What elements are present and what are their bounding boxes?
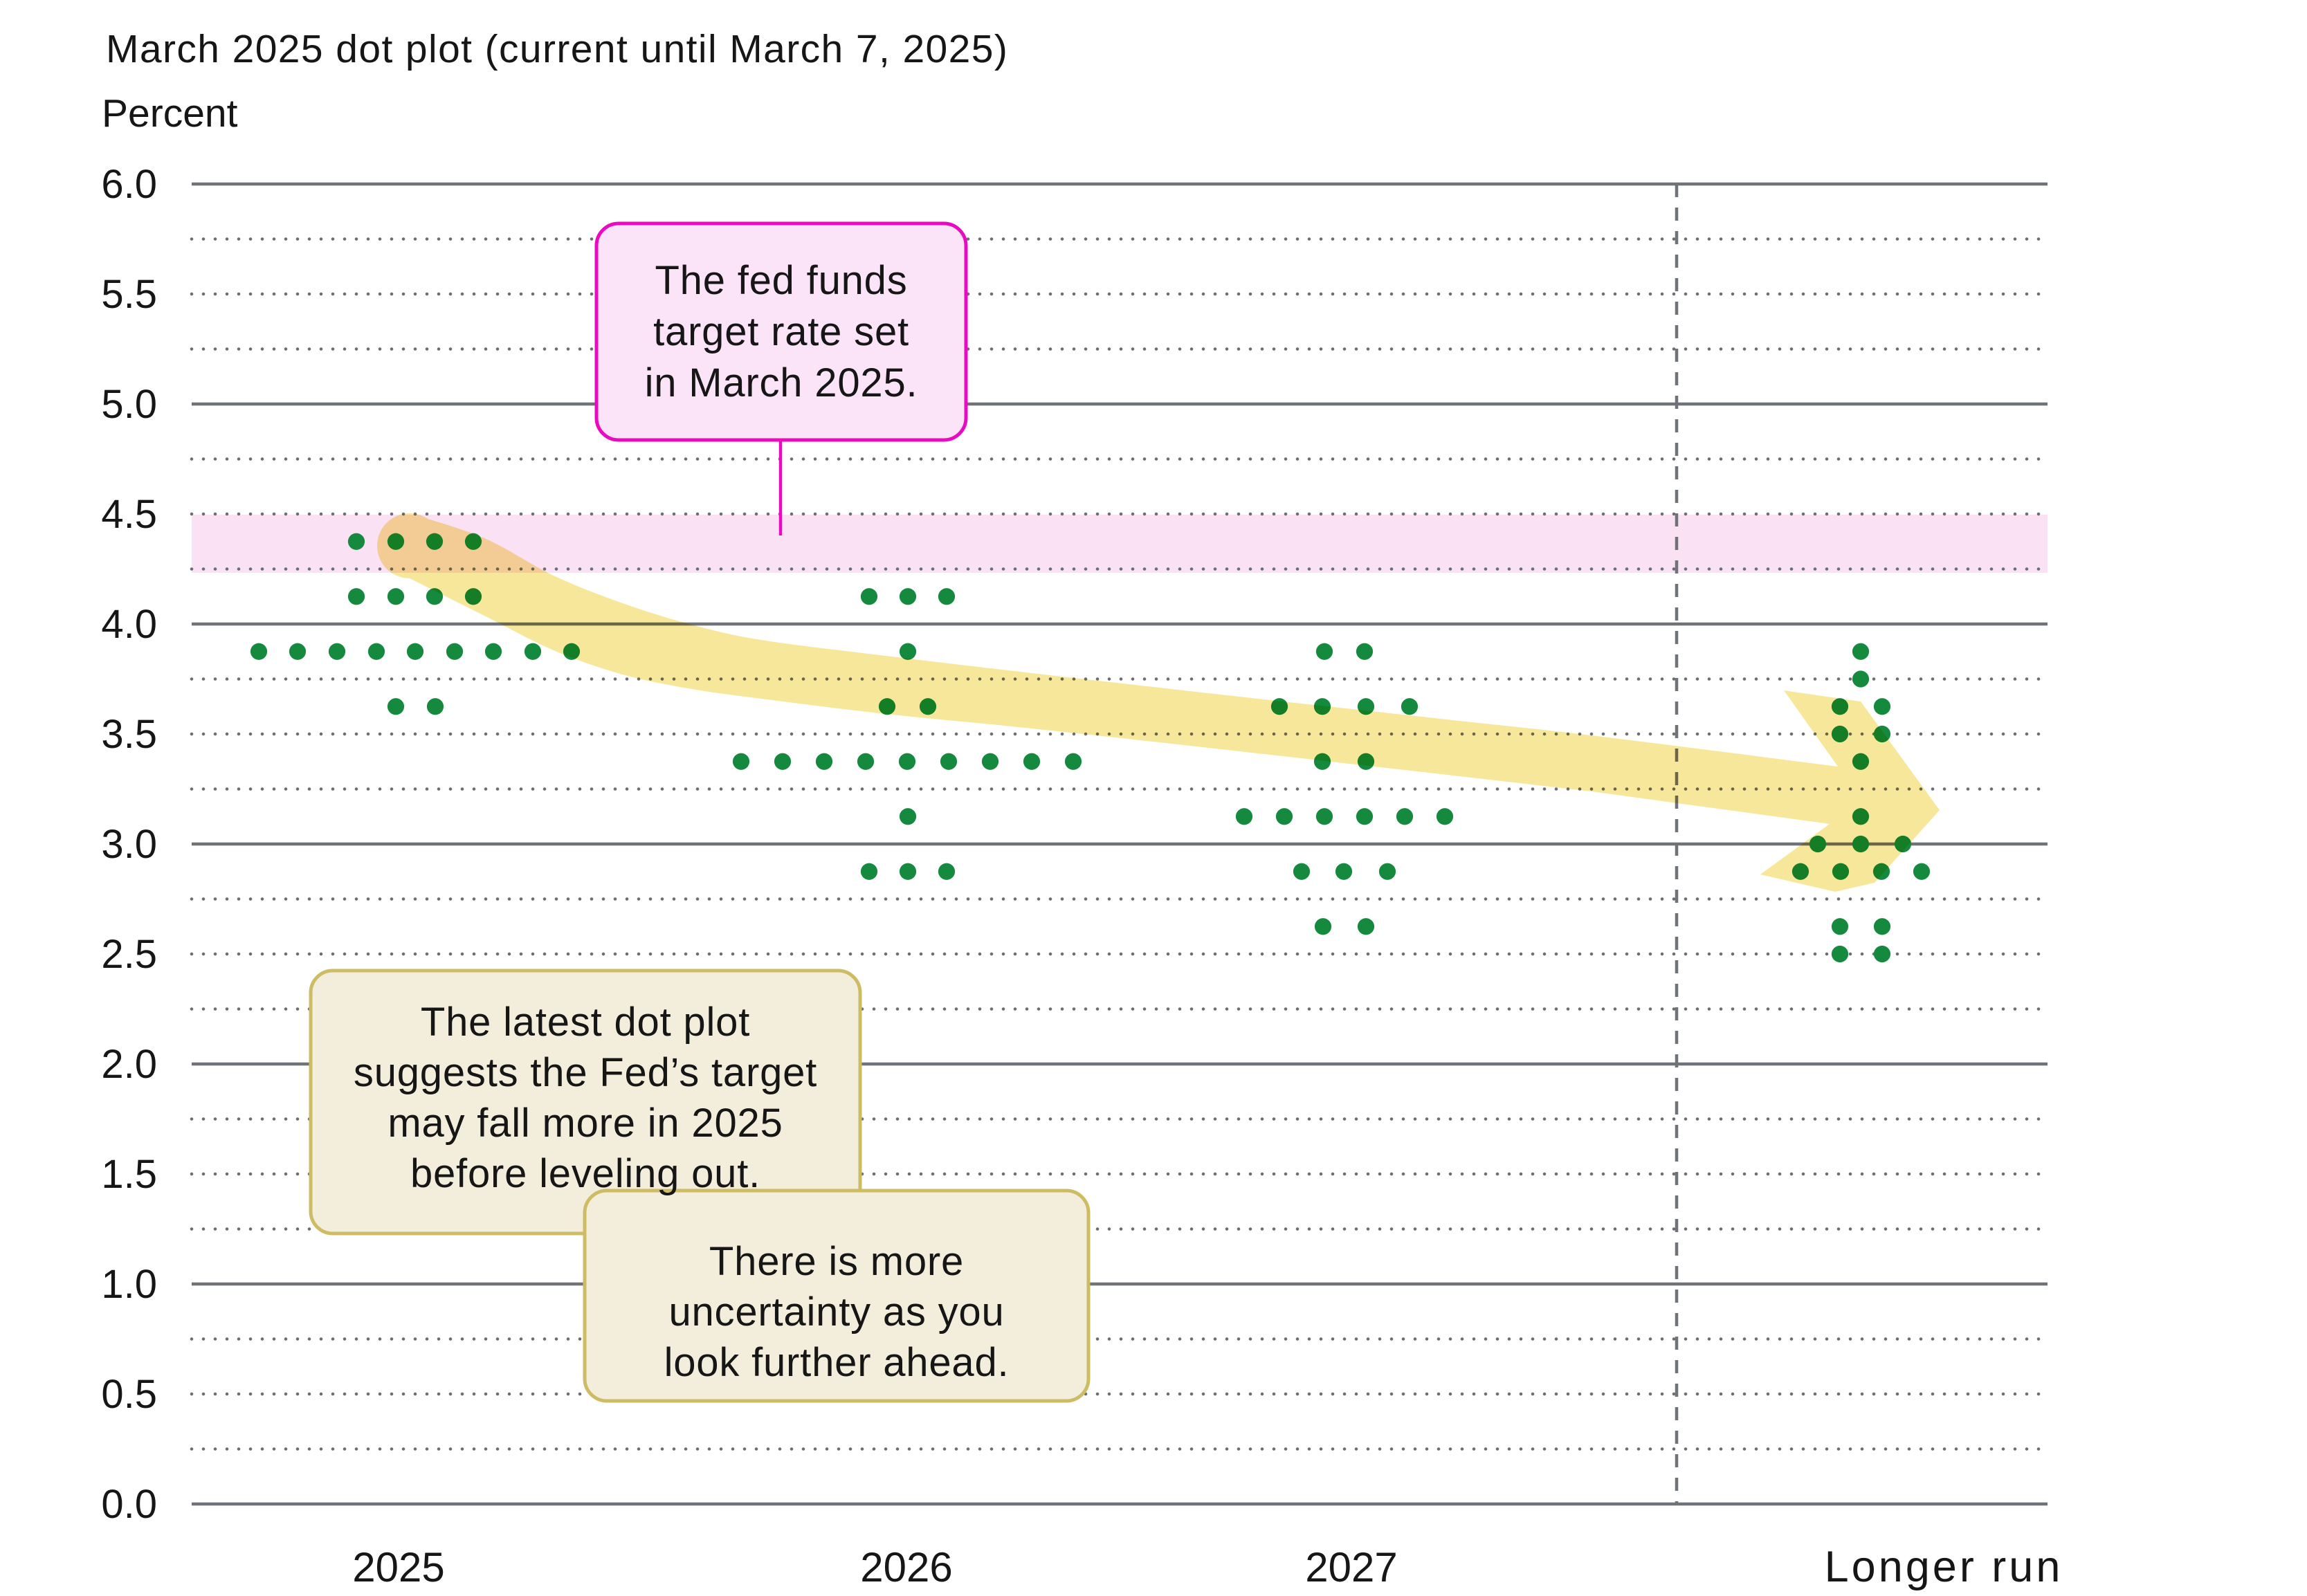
svg-text:2026: 2026	[860, 1544, 952, 1590]
svg-text:2027: 2027	[1305, 1544, 1397, 1590]
svg-text:0.0: 0.0	[101, 1482, 157, 1527]
svg-text:look further ahead.: look further ahead.	[664, 1340, 1010, 1385]
svg-text:uncertainty as you: uncertainty as you	[668, 1290, 1004, 1334]
svg-text:2.5: 2.5	[101, 932, 157, 977]
svg-text:3.5: 3.5	[101, 712, 157, 757]
svg-text:The fed funds: The fed funds	[655, 258, 907, 303]
svg-text:There is more: There is more	[709, 1239, 964, 1284]
svg-text:5.5: 5.5	[101, 272, 157, 317]
svg-text:2025: 2025	[352, 1544, 444, 1590]
svg-text:2.0: 2.0	[101, 1042, 157, 1087]
svg-text:suggests the Fed’s target: suggests the Fed’s target	[354, 1050, 817, 1095]
svg-text:March 2025 dot plot (current u: March 2025 dot plot (current until March…	[106, 27, 1008, 71]
svg-text:4.0: 4.0	[101, 602, 157, 647]
svg-text:The latest dot plot: The latest dot plot	[421, 1000, 750, 1045]
svg-text:Percent: Percent	[102, 91, 238, 136]
svg-text:3.0: 3.0	[101, 822, 157, 867]
svg-text:5.0: 5.0	[101, 382, 157, 427]
svg-text:target rate set: target rate set	[653, 309, 909, 354]
svg-text:may fall more in 2025: may fall more in 2025	[387, 1101, 783, 1146]
svg-text:before leveling out.: before leveling out.	[410, 1151, 760, 1196]
svg-text:1.5: 1.5	[101, 1152, 157, 1197]
svg-text:4.5: 4.5	[101, 492, 157, 537]
svg-text:Longer run: Longer run	[1825, 1543, 2063, 1591]
svg-text:in March 2025.: in March 2025.	[645, 360, 918, 405]
svg-text:0.5: 0.5	[101, 1372, 157, 1417]
svg-text:6.0: 6.0	[101, 162, 157, 207]
svg-text:1.0: 1.0	[101, 1262, 157, 1307]
